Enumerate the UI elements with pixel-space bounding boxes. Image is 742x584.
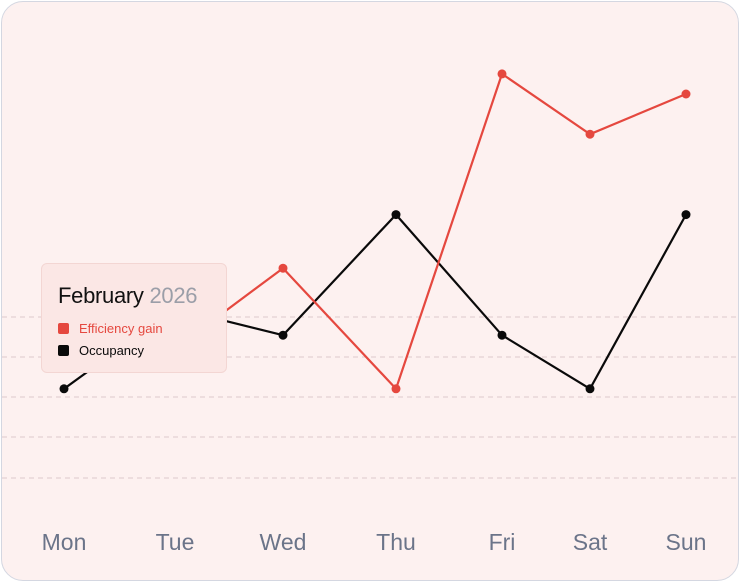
x-tick-label: Tue [156, 529, 195, 555]
grid-lines [2, 316, 738, 479]
x-axis-labels: Mon Tue Wed Thu Fri Sat Sun [42, 529, 707, 555]
legend-title: February 2026 [58, 283, 198, 309]
data-point-occupancy-mon[interactable] [59, 384, 69, 394]
legend-item-efficiency[interactable]: Efficiency gain [58, 321, 163, 336]
data-point-efficiency-thu[interactable] [391, 384, 401, 394]
data-point-efficiency-sun[interactable] [681, 89, 691, 99]
x-tick-label: Sun [666, 529, 707, 555]
x-tick-label: Wed [260, 529, 307, 555]
data-point-efficiency-wed[interactable] [278, 263, 288, 273]
legend: February 2026 Efficiency gain Occupancy [41, 263, 227, 373]
data-point-efficiency-sat[interactable] [585, 129, 595, 139]
data-point-occupancy-fri[interactable] [497, 330, 507, 340]
legend-label-occupancy: Occupancy [79, 343, 145, 358]
x-tick-label: Mon [42, 529, 87, 555]
x-tick-label: Thu [376, 529, 416, 555]
data-point-occupancy-thu[interactable] [391, 210, 401, 220]
data-point-efficiency-fri[interactable] [497, 69, 507, 79]
x-tick-label: Fri [489, 529, 516, 555]
x-tick-label: Sat [573, 529, 608, 555]
data-point-occupancy-sun[interactable] [681, 210, 691, 220]
legend-swatch-occupancy [58, 345, 69, 356]
legend-item-occupancy[interactable]: Occupancy [58, 343, 144, 358]
legend-swatch-efficiency [58, 323, 69, 334]
data-point-occupancy-wed[interactable] [278, 330, 288, 340]
legend-label-efficiency: Efficiency gain [79, 321, 163, 336]
legend-month: February [58, 283, 144, 308]
legend-year: 2026 [149, 283, 198, 308]
data-point-occupancy-sat[interactable] [585, 384, 595, 394]
